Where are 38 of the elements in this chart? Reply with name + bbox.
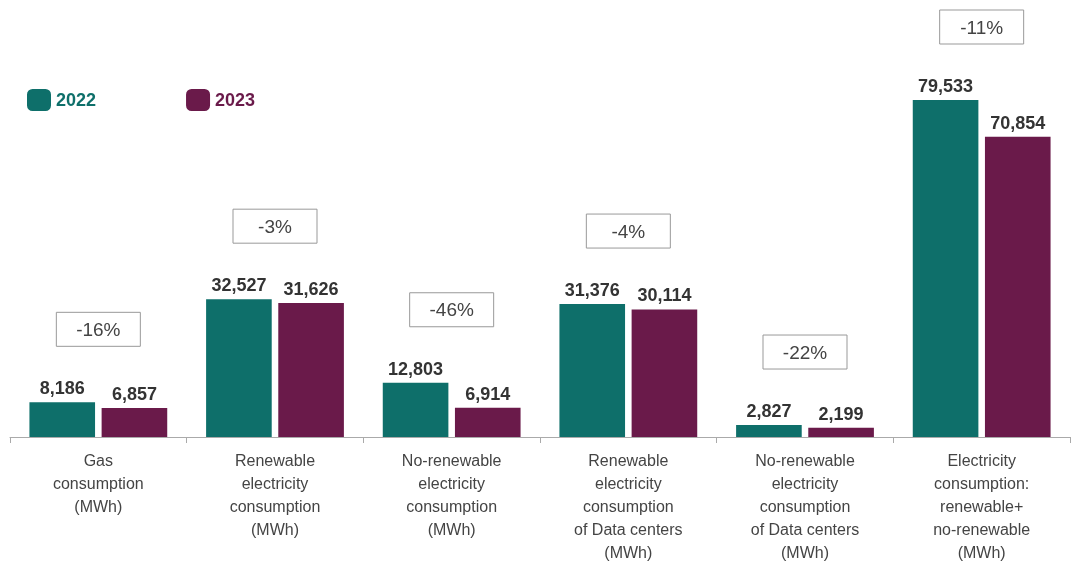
- text: -11%: [960, 16, 1004, 38]
- x-tick-label: Renewable electricity consumption (MWh): [229, 452, 321, 538]
- annotation: -16%: [76, 318, 121, 340]
- x-tick-label: Renewable electricity consumption of Data centers (MWh): [574, 452, 683, 561]
- bar: [984, 136, 1051, 437]
- annotation: -46%: [429, 299, 474, 321]
- bar: [206, 299, 272, 437]
- data-label: 79,533: [918, 76, 974, 96]
- data-label: 70,854: [990, 112, 1046, 133]
- bar: [912, 100, 979, 437]
- annotation: -22%: [782, 341, 828, 363]
- bar: [278, 302, 344, 437]
- data-label: 12,803: [388, 358, 444, 379]
- bar: [736, 425, 802, 437]
- x-tick-label: Gas consumption (MWh): [52, 452, 144, 515]
- bar: [382, 382, 449, 437]
- data-label: 31,626: [283, 278, 339, 299]
- data-label: 6,914: [465, 383, 511, 404]
- data-label: 31,376: [564, 280, 620, 301]
- data-label: 6,857: [111, 383, 157, 404]
- x-tick-label: No-renewable electricity consumption (MWh): [401, 452, 502, 538]
- bar: [631, 309, 698, 437]
- bar: [808, 427, 874, 437]
- x-tick-label: No-renewable electricity consumption of Data centers (MWh): [750, 452, 860, 561]
- data-label: 8,186: [39, 378, 85, 399]
- bar: [29, 402, 96, 437]
- annotation: -4%: [611, 220, 646, 242]
- data-label: 30,114: [637, 285, 692, 306]
- bar: [101, 407, 168, 437]
- legend-label: 2022: [56, 90, 97, 110]
- legend-label: 2023: [215, 90, 256, 110]
- annotation: -3%: [258, 215, 292, 237]
- data-label: 32,527: [211, 275, 267, 296]
- bar: [559, 304, 626, 437]
- data-label: 2,827: [746, 401, 792, 422]
- x-tick-label: Electricity consumption: renewable+ no-renewable (MWh): [933, 452, 1031, 561]
- data-label: 2,199: [818, 403, 864, 424]
- bar: [454, 407, 521, 437]
